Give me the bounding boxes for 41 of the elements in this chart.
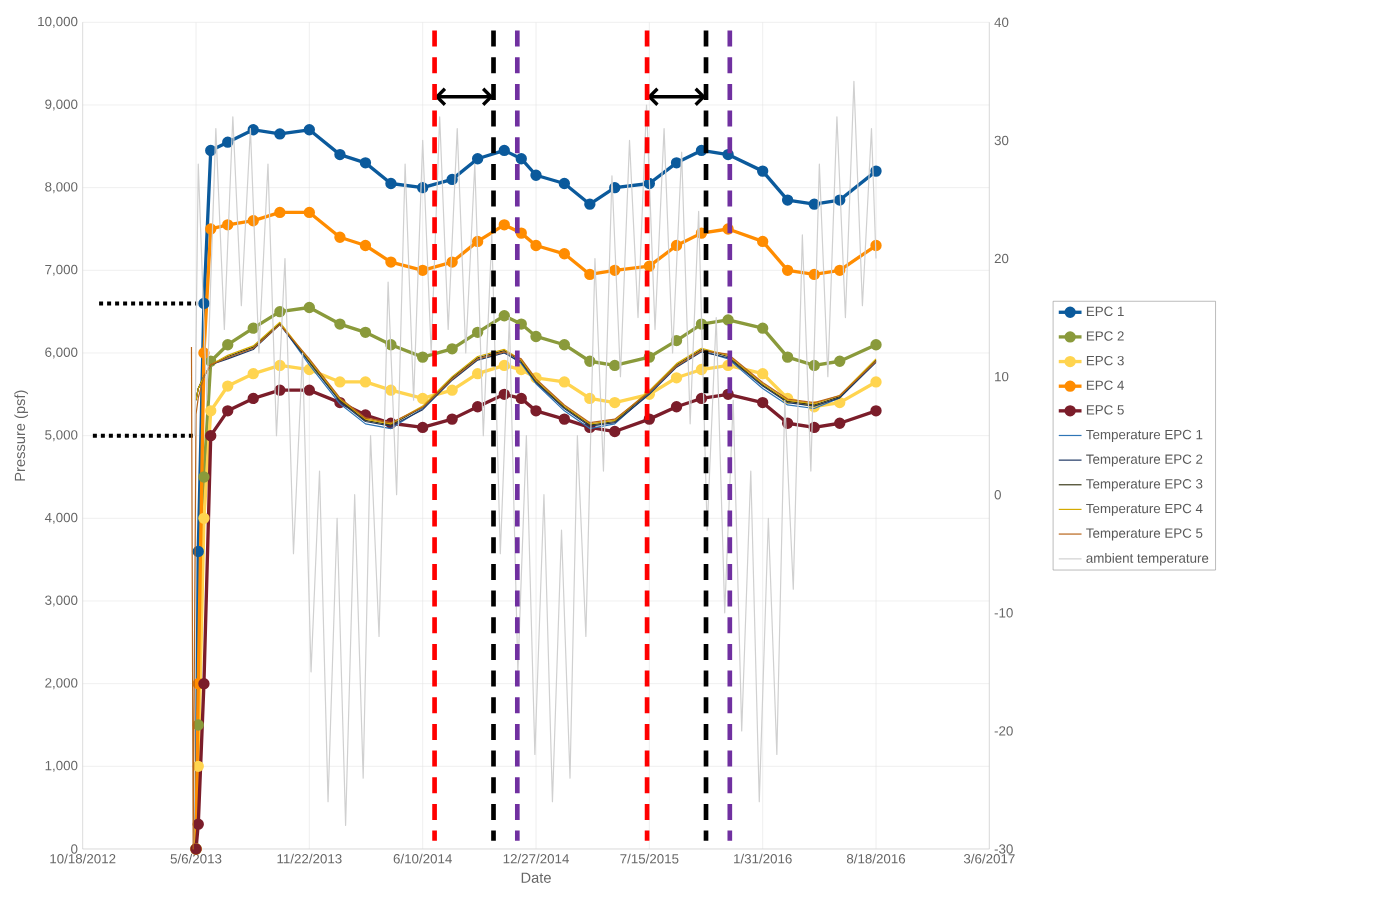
y2-tick-label: -10	[994, 608, 1013, 618]
y-tick-label: 3,000	[45, 595, 78, 607]
x-tick-label: 6/10/2014	[393, 853, 452, 864]
legend-label: EPC 3	[1086, 355, 1124, 366]
x-tick-label: 7/15/2015	[620, 853, 679, 864]
legend-label: EPC 1	[1086, 306, 1124, 317]
y2-tick-label: 20	[994, 253, 1009, 264]
x-tick-label: 5/6/2013	[170, 853, 222, 864]
y-tick-label: 10,000	[38, 16, 78, 28]
legend-label: Temperature EPC 2	[1086, 454, 1203, 467]
legend-label: Temperature EPC 1	[1086, 429, 1203, 442]
x-tick-label: 3/6/2017	[963, 853, 1015, 864]
y-axis-title: Pressure (psf)	[14, 390, 29, 481]
y-tick-label: 5,000	[45, 430, 78, 442]
y-tick-label: 4,000	[44, 512, 78, 524]
y-tick-label: 8,000	[45, 182, 78, 194]
y2-tick-label: -30	[994, 844, 1013, 854]
y-tick-label: 7,000	[45, 264, 78, 276]
legend-label: EPC 4	[1086, 380, 1124, 390]
legend-label: Temperature EPC 5	[1086, 528, 1203, 541]
legend-label: EPC 2	[1086, 331, 1124, 341]
legend-label: Temperature EPC 4	[1086, 503, 1203, 516]
x-axis-title: Date	[521, 872, 551, 883]
y-tick-label: 6,000	[45, 347, 78, 359]
y-tick-label: 0	[71, 844, 78, 854]
y2-tick-label: 30	[994, 135, 1009, 146]
x-tick-label: 11/22/2013	[277, 853, 342, 864]
x-tick-label: 1/31/2016	[734, 853, 792, 864]
y2-tick-label: 10	[995, 371, 1009, 382]
x-tick-label: 12/27/2014	[503, 853, 569, 864]
y-tick-label: 9,000	[45, 99, 78, 111]
y2-tick-label: 0	[994, 489, 1001, 500]
y-tick-label: 1,000	[45, 760, 78, 772]
y-tick-label: 2,000	[45, 678, 78, 690]
y2-tick-label: 40	[994, 17, 1009, 28]
x-tick-label: 8/18/2016	[846, 853, 906, 864]
legend-label: ambient temperature	[1086, 553, 1209, 566]
legend-label: Temperature EPC 3	[1086, 479, 1203, 492]
legend-label: EPC 5	[1086, 405, 1124, 415]
x-tick-label: 10/18/2012	[50, 853, 116, 864]
y2-tick-label: -20	[994, 726, 1013, 736]
